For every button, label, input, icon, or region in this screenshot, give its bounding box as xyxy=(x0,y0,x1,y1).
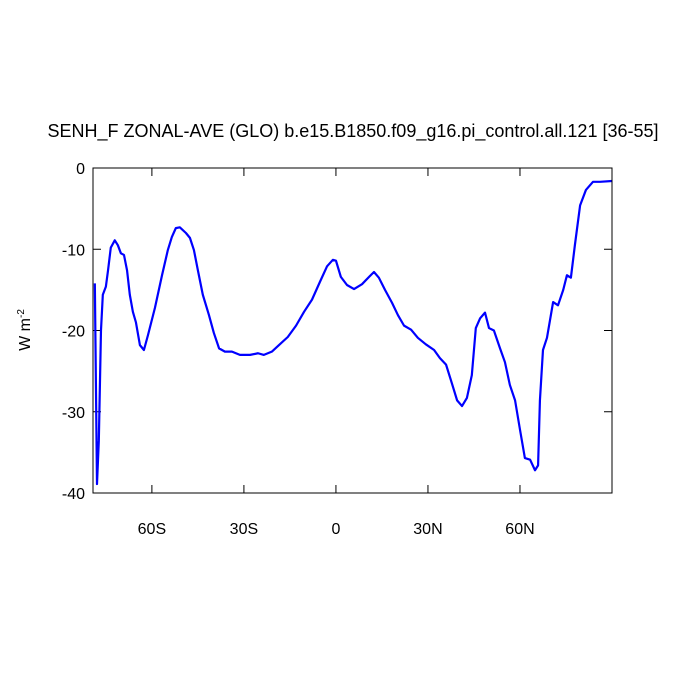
y-tick-label: -30 xyxy=(62,405,85,422)
data-line xyxy=(93,179,613,486)
y-axis-label: W m-2 xyxy=(16,309,34,351)
x-tick-label: 0 xyxy=(331,521,340,538)
chart-title: SENH_F ZONAL-AVE (GLO) b.e15.B1850.f09_g… xyxy=(48,121,659,142)
x-tick-label: 60N xyxy=(505,521,534,538)
y-tick-label: -20 xyxy=(62,324,85,341)
y-axis-label-main: W m xyxy=(17,318,34,351)
plot-frame xyxy=(92,167,613,494)
y-axis-label-sup: -2 xyxy=(16,309,27,318)
x-tick-label: 60S xyxy=(138,521,166,538)
x-tick-label: 30N xyxy=(413,521,442,538)
y-tick-label: 0 xyxy=(76,161,85,178)
y-tick-label: -10 xyxy=(62,242,85,259)
y-tick-label: -40 xyxy=(62,486,85,503)
x-tick-label: 30S xyxy=(230,521,258,538)
